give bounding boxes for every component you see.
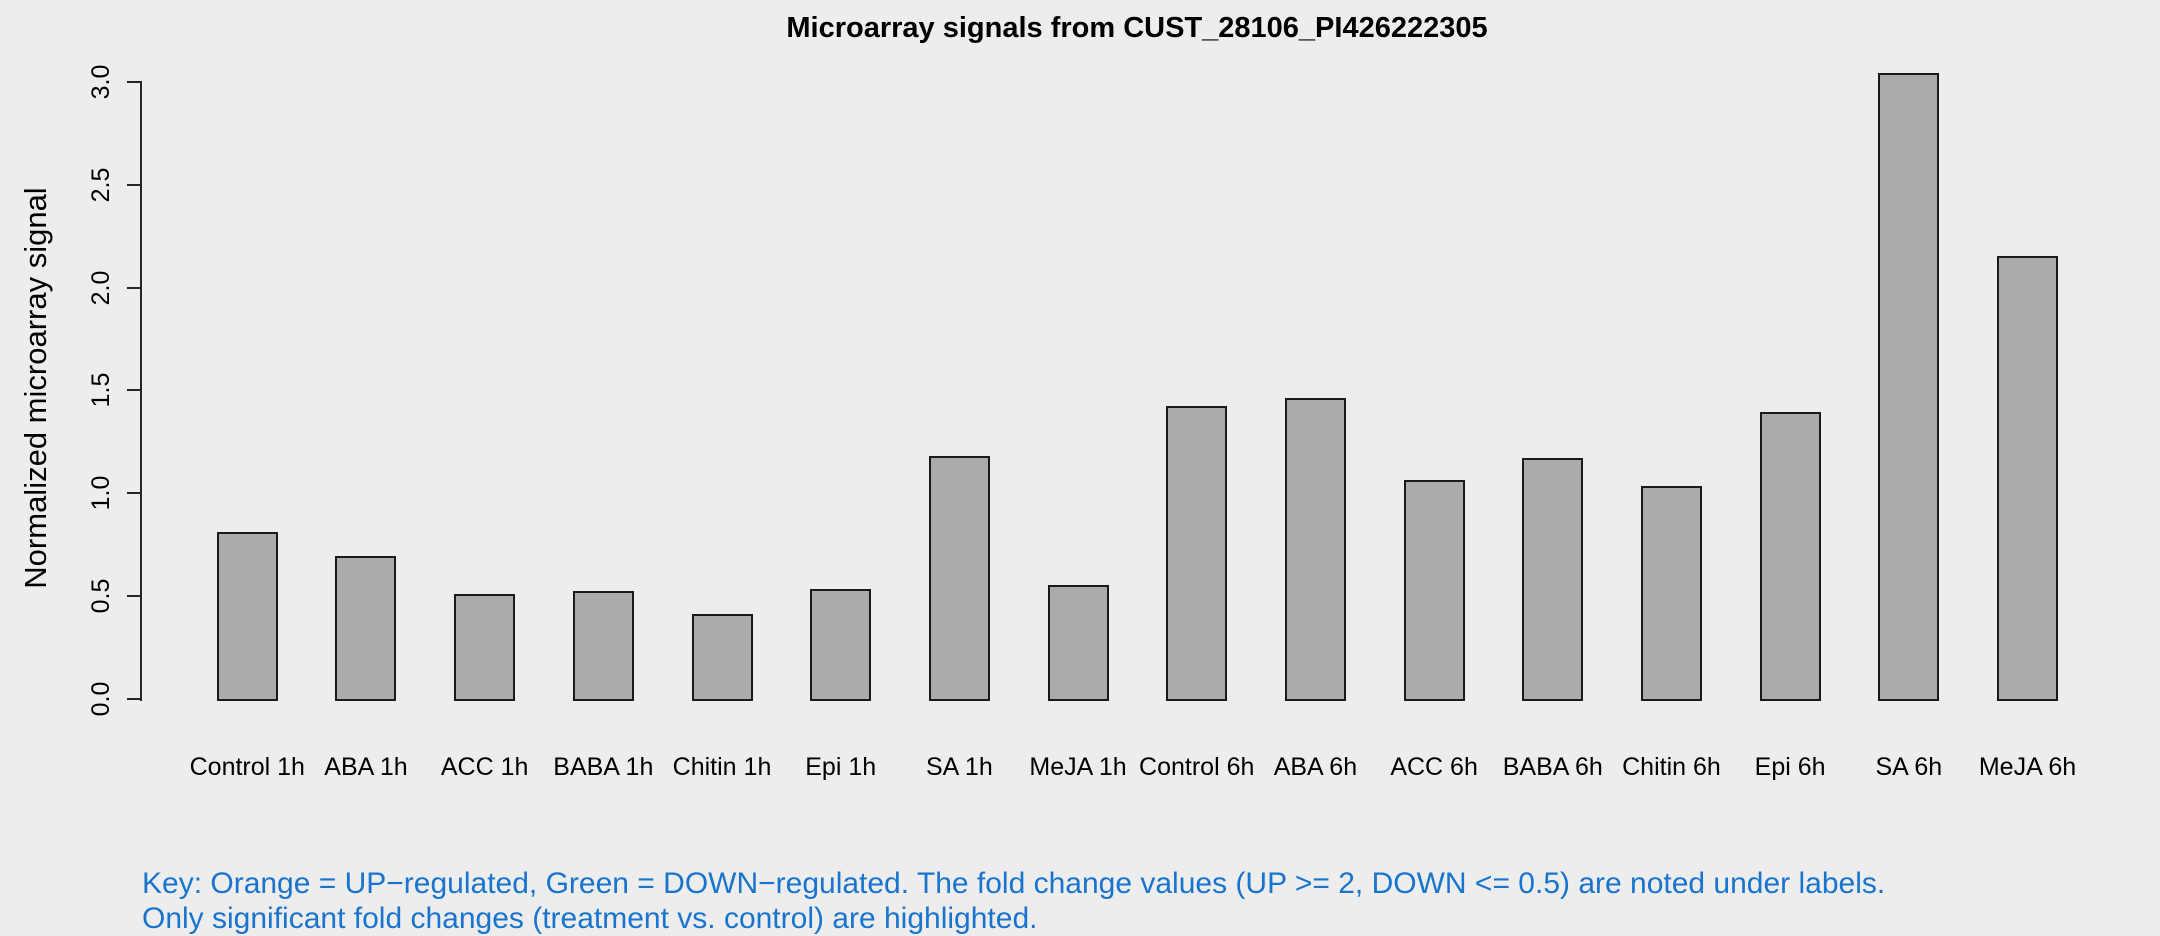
y-tick-mark <box>127 492 141 495</box>
bar-meja-1h <box>1047 585 1109 701</box>
y-tick-mark <box>127 80 141 83</box>
y-tick-label-2.0: 2.0 <box>87 270 115 305</box>
y-tick-mark <box>127 286 141 289</box>
x-tick-label-meja-6h: MeJA 6h <box>1978 753 2077 781</box>
bar-baba-6h <box>1522 457 1584 701</box>
bar-meja-6h <box>1997 255 2058 701</box>
key-note-line-1: Key: Orange = UP−regulated, Green = DOWN… <box>142 867 1886 900</box>
y-tick-label-1.5: 1.5 <box>87 373 115 408</box>
y-tick-label-1.0: 1.0 <box>87 476 115 511</box>
y-tick-label-2.5: 2.5 <box>87 167 115 203</box>
y-tick-mark <box>127 183 141 186</box>
x-tick-label-baba-6h: BABA 6h <box>1502 753 1603 781</box>
x-tick-label-aba-6h: ABA 6h <box>1273 753 1358 781</box>
bar-chitin-1h <box>691 614 753 701</box>
y-axis-line <box>140 81 142 701</box>
x-tick-label-chitin-1h: Chitin 1h <box>672 753 772 781</box>
bar-aba-6h <box>1284 397 1346 701</box>
key-note-line-2: Only significant fold changes (treatment… <box>142 902 1038 935</box>
x-tick-label-sa-6h: SA 6h <box>1875 753 1943 781</box>
bar-acc-1h <box>454 593 516 701</box>
bar-control-6h <box>1166 406 1228 701</box>
bar-control-1h <box>216 531 278 701</box>
x-tick-label-control-6h: Control 6h <box>1139 753 1255 781</box>
y-axis-title: Normalized microarray signal <box>18 187 53 589</box>
x-tick-label-sa-1h: SA 1h <box>926 753 993 781</box>
key-note: Key: Orange = UP−regulated, Green = DOWN… <box>142 866 1885 936</box>
y-tick-mark <box>127 595 141 598</box>
bar-epi-6h <box>1759 412 1821 701</box>
bar-sa-1h <box>928 455 990 701</box>
bar-acc-6h <box>1403 480 1465 701</box>
bar-epi-1h <box>810 589 872 701</box>
y-tick-mark <box>127 698 141 701</box>
bar-chitin-6h <box>1640 486 1702 701</box>
x-tick-label-epi-6h: Epi 6h <box>1754 753 1826 781</box>
x-tick-label-meja-1h: MeJA 1h <box>1029 753 1127 781</box>
x-tick-label-baba-1h: BABA 1h <box>553 753 654 781</box>
y-tick-mark <box>127 389 141 392</box>
y-tick-label-3.0: 3.0 <box>87 64 115 100</box>
x-tick-label-acc-6h: ACC 6h <box>1390 753 1478 781</box>
x-tick-label-chitin-6h: Chitin 6h <box>1622 753 1721 781</box>
x-tick-label-control-1h: Control 1h <box>189 753 305 781</box>
y-tick-label-0.0: 0.0 <box>87 681 115 717</box>
bar-baba-1h <box>572 591 634 701</box>
chart-title: Microarray signals from CUST_28106_PI426… <box>786 12 1488 44</box>
x-tick-label-aba-1h: ABA 1h <box>324 753 408 781</box>
x-tick-label-epi-1h: Epi 1h <box>805 753 877 781</box>
bar-sa-6h <box>1878 72 1940 701</box>
bar-aba-1h <box>335 556 397 701</box>
x-tick-label-acc-1h: ACC 1h <box>440 753 529 781</box>
y-tick-label-0.5: 0.5 <box>87 578 115 614</box>
